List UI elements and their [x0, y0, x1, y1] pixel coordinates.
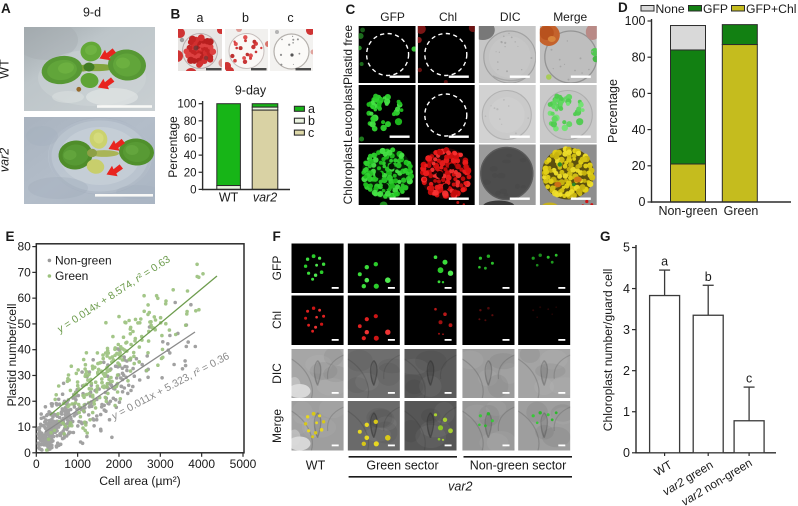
svg-text:Green sector: Green sector	[366, 459, 438, 473]
svg-text:100: 100	[177, 99, 196, 111]
svg-text:b: b	[308, 114, 315, 128]
svg-text:c: c	[287, 11, 293, 25]
svg-text:Merge: Merge	[553, 10, 587, 24]
svg-text:a: a	[661, 255, 668, 269]
svg-text:E: E	[6, 229, 15, 244]
svg-text:40: 40	[632, 123, 646, 137]
svg-text:3: 3	[623, 323, 630, 337]
svg-text:0: 0	[33, 457, 40, 471]
svg-text:WT: WT	[306, 459, 326, 473]
svg-text:40: 40	[17, 343, 31, 357]
svg-text:0: 0	[24, 446, 31, 460]
svg-text:None: None	[656, 2, 685, 16]
svg-text:WT: WT	[0, 59, 12, 79]
svg-text:var2: var2	[448, 480, 472, 494]
svg-text:10: 10	[17, 420, 31, 434]
svg-text:DIC: DIC	[500, 10, 521, 24]
svg-text:80: 80	[632, 50, 646, 64]
svg-text:F: F	[273, 229, 281, 244]
svg-text:2000: 2000	[106, 457, 133, 471]
svg-text:5: 5	[623, 241, 630, 255]
svg-text:Merge: Merge	[270, 409, 284, 443]
svg-text:1: 1	[623, 405, 630, 419]
svg-text:GFP: GFP	[270, 256, 284, 281]
svg-text:40: 40	[184, 150, 197, 162]
svg-text:a: a	[308, 102, 315, 116]
svg-text:30: 30	[17, 368, 31, 382]
svg-text:3000: 3000	[147, 457, 174, 471]
svg-text:c: c	[746, 372, 752, 386]
svg-text:9-d: 9-d	[83, 6, 101, 20]
svg-text:Chloroplast: Chloroplast	[341, 143, 355, 204]
svg-text:DIC: DIC	[270, 363, 284, 384]
svg-text:Plastid number/cell: Plastid number/cell	[5, 304, 19, 407]
svg-text:Cell area (µm²): Cell area (µm²)	[99, 474, 181, 488]
svg-text:20: 20	[184, 167, 197, 179]
svg-text:Chl: Chl	[270, 311, 284, 329]
svg-text:GFP: GFP	[380, 10, 405, 24]
svg-text:Chloroplast number/guard cell: Chloroplast number/guard cell	[601, 269, 615, 432]
svg-text:0: 0	[190, 184, 196, 196]
svg-text:0: 0	[639, 195, 646, 209]
svg-text:a: a	[197, 11, 204, 25]
svg-text:70: 70	[17, 265, 31, 279]
svg-text:GFP: GFP	[703, 2, 728, 16]
svg-text:2: 2	[623, 364, 630, 378]
svg-text:var2: var2	[253, 191, 277, 205]
svg-text:Non-green: Non-green	[55, 254, 112, 268]
svg-text:B: B	[171, 7, 181, 22]
svg-text:c: c	[308, 126, 314, 140]
svg-text:Green: Green	[55, 269, 88, 283]
svg-text:C: C	[346, 2, 356, 17]
svg-text:G: G	[600, 229, 611, 244]
svg-text:1000: 1000	[64, 457, 91, 471]
svg-text:Non-green: Non-green	[658, 204, 717, 218]
svg-text:20: 20	[17, 394, 31, 408]
svg-text:b: b	[242, 11, 249, 25]
svg-text:A: A	[1, 1, 11, 16]
svg-text:Percentage: Percentage	[166, 116, 180, 178]
svg-text:Percentage: Percentage	[606, 79, 620, 143]
svg-text:D: D	[618, 0, 628, 15]
svg-text:WT: WT	[219, 191, 239, 205]
svg-text:4000: 4000	[188, 457, 215, 471]
svg-text:var2: var2	[0, 148, 12, 172]
svg-text:Non-green sector: Non-green sector	[470, 459, 567, 473]
svg-text:Chl: Chl	[439, 10, 457, 24]
svg-text:80: 80	[184, 116, 197, 128]
svg-text:80: 80	[17, 240, 31, 254]
svg-text:4: 4	[623, 282, 630, 296]
svg-text:100: 100	[625, 14, 646, 28]
svg-text:GFP+Chl: GFP+Chl	[746, 2, 796, 16]
svg-text:Green: Green	[724, 204, 759, 218]
svg-text:Leucoplast: Leucoplast	[341, 84, 355, 143]
svg-text:60: 60	[17, 291, 31, 305]
svg-text:5000: 5000	[230, 457, 257, 471]
svg-text:9-day: 9-day	[235, 84, 267, 98]
svg-text:0: 0	[623, 446, 630, 460]
svg-text:50: 50	[17, 317, 31, 331]
svg-text:20: 20	[632, 159, 646, 173]
svg-text:60: 60	[632, 87, 646, 101]
svg-text:Plastid free: Plastid free	[341, 25, 355, 85]
svg-text:60: 60	[184, 133, 197, 145]
svg-text:b: b	[705, 270, 712, 284]
